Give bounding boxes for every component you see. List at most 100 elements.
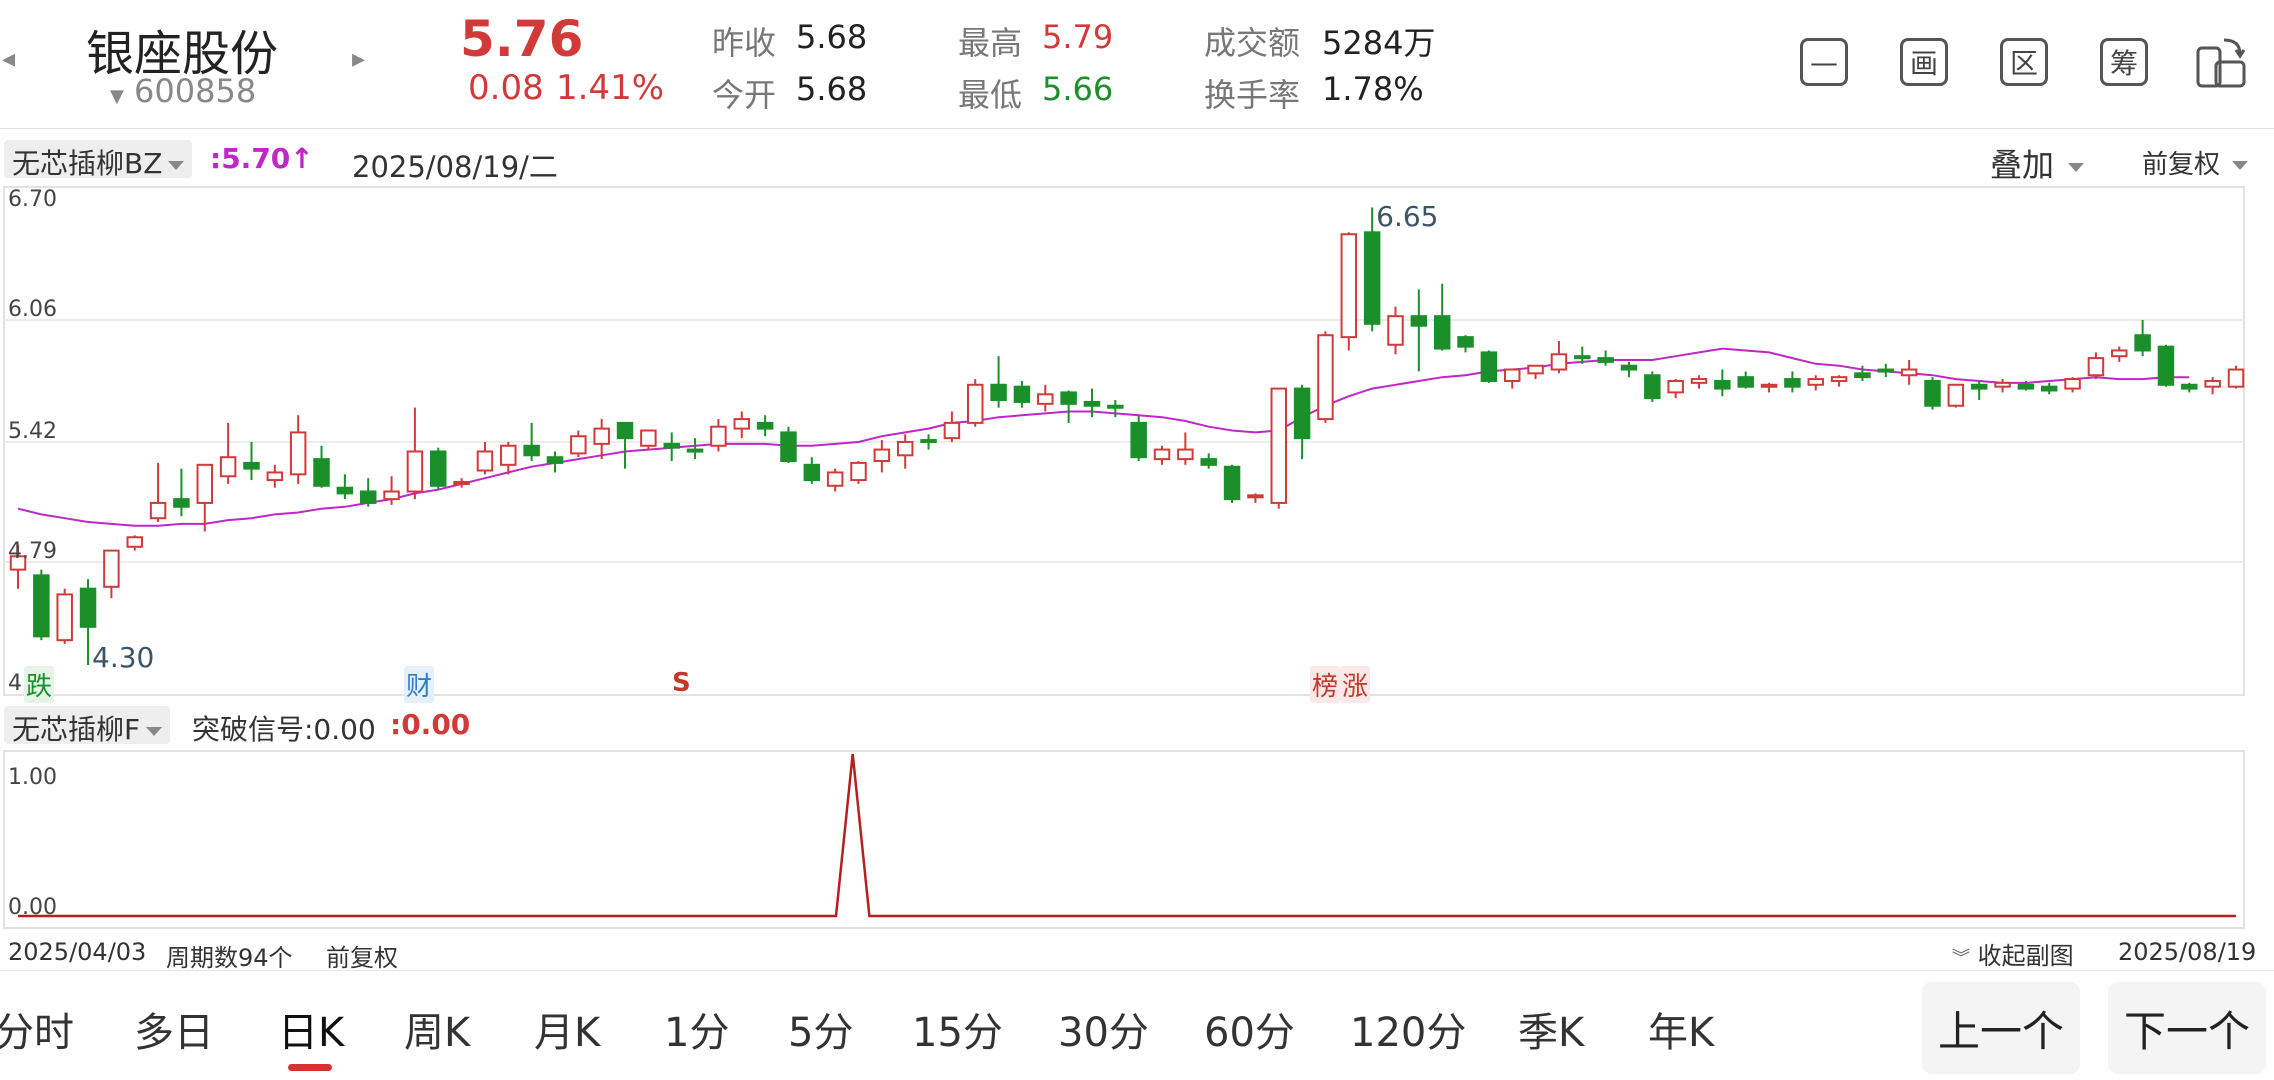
- candle: [686, 438, 704, 460]
- y-tick-label: 6.70: [8, 187, 57, 212]
- rotate-screen-button[interactable]: [2192, 34, 2250, 92]
- candle: [1317, 331, 1334, 423]
- sub-indicator-dropdown-icon: [146, 726, 163, 736]
- candle: [2227, 365, 2245, 389]
- candle: [943, 411, 961, 442]
- candle: [663, 432, 680, 462]
- candle: [1714, 369, 1731, 397]
- main-indicator-value: :5.70↑: [210, 142, 314, 175]
- turnover-rate-value: 1.78%: [1322, 70, 1424, 108]
- candle-body: [149, 501, 167, 520]
- candle: [336, 474, 354, 500]
- candle-body: [2134, 334, 2151, 352]
- minus-button[interactable]: —: [1800, 38, 1848, 86]
- candle: [1060, 390, 1077, 423]
- collapse-subchart-button[interactable]: ︾ 收起副图: [1952, 936, 2074, 971]
- marker-rise[interactable]: 涨: [1340, 666, 1371, 703]
- candle: [2134, 319, 2151, 357]
- candle: [149, 462, 167, 522]
- tab-intraday[interactable]: 分时: [0, 1010, 74, 1056]
- tab-daily-k[interactable]: 日K: [278, 1010, 345, 1056]
- candle: [1620, 361, 1638, 378]
- marker-fall[interactable]: 跌: [24, 666, 55, 703]
- draw-icon: 画: [1909, 47, 1938, 80]
- tab-30min[interactable]: 30分: [1058, 1010, 1149, 1056]
- marker-rank[interactable]: 榜: [1310, 666, 1341, 703]
- prev-stock-button[interactable]: 上一个: [1922, 982, 2080, 1074]
- candle-body: [430, 450, 447, 487]
- candle-body: [313, 458, 330, 487]
- candle-body: [1807, 378, 1824, 386]
- candle: [616, 421, 634, 469]
- chip-button[interactable]: 筹: [2100, 38, 2148, 86]
- candle: [1387, 306, 1404, 355]
- tab-1min[interactable]: 1分: [664, 1010, 730, 1056]
- zone-button[interactable]: 区: [2000, 38, 2048, 86]
- candle-body: [1293, 387, 1311, 440]
- tab-monthly-k[interactable]: 月K: [534, 1010, 601, 1056]
- tab-120min[interactable]: 120分: [1350, 1010, 1467, 1056]
- collapse-chevron-icon: ︾: [1952, 948, 1970, 969]
- candle-body: [1877, 368, 1895, 373]
- candle: [289, 415, 307, 484]
- candle-body: [2064, 378, 2081, 390]
- candle-body: [826, 471, 844, 487]
- candle: [896, 434, 914, 469]
- candle: [523, 422, 540, 462]
- candle-body: [2181, 383, 2198, 390]
- draw-button[interactable]: 画: [1900, 38, 1948, 86]
- candle: [1667, 379, 1684, 399]
- candle: [1177, 432, 1194, 465]
- candle-body: [266, 471, 284, 482]
- candle: [9, 544, 27, 589]
- stock-code-row[interactable]: ▼ 600858: [110, 72, 256, 110]
- tab-yearly-k[interactable]: 年K: [1648, 1010, 1715, 1056]
- footer-adjust: 前复权: [326, 944, 398, 972]
- adjust-dropdown-icon: [2232, 161, 2249, 170]
- candle: [1527, 364, 1544, 380]
- candlestick-chart[interactable]: 6.70 6.06 5.42 4.79 4.: [0, 184, 2274, 700]
- candle: [1200, 453, 1217, 469]
- next-stock-arrow-icon[interactable]: ▸: [352, 44, 366, 74]
- prev-stock-arrow-icon[interactable]: ◂: [2, 44, 16, 74]
- candle: [1363, 207, 1381, 332]
- candle: [1760, 382, 1778, 393]
- marker-finance[interactable]: 财: [404, 666, 435, 703]
- stock-code: 600858: [134, 72, 257, 110]
- candle-body: [243, 461, 260, 470]
- candle-body: [943, 421, 961, 440]
- candle-body: [1620, 364, 1638, 371]
- candle-body: [1574, 355, 1591, 360]
- tab-quarterly-k[interactable]: 季K: [1518, 1010, 1585, 1056]
- candle: [593, 419, 610, 460]
- y-tick-label: 5.42: [8, 419, 57, 444]
- candle-body: [1737, 376, 1754, 388]
- candle-body: [56, 593, 73, 642]
- next-stock-button[interactable]: 下一个: [2108, 982, 2266, 1074]
- tab-60min[interactable]: 60分: [1204, 1010, 1295, 1056]
- candle: [1433, 283, 1451, 351]
- candle-body: [33, 574, 50, 638]
- sub-indicator-dropdown[interactable]: 无芯插柳F: [4, 706, 171, 746]
- main-indicator-dropdown[interactable]: 无芯插柳BZ: [4, 140, 193, 180]
- tab-5min[interactable]: 5分: [788, 1010, 854, 1056]
- main-chart-date: 2025/08/19/二: [352, 150, 558, 184]
- candle: [1737, 371, 1754, 389]
- overlay-dropdown[interactable]: 叠加: [1990, 140, 2085, 186]
- candle: [266, 464, 284, 488]
- tab-weekly-k[interactable]: 周K: [404, 1010, 471, 1056]
- low-value: 5.66: [1042, 70, 1114, 108]
- candle: [1480, 350, 1498, 383]
- sub-plot-frame: [3, 750, 2245, 929]
- stock-name: 银座股份: [86, 26, 279, 82]
- signal-chart[interactable]: 1.000.00: [0, 748, 2274, 932]
- candle-body: [1410, 315, 1428, 327]
- tab-multi-day[interactable]: 多日: [134, 1010, 214, 1056]
- candle: [103, 549, 120, 599]
- candle-body: [196, 463, 214, 504]
- marker-sell[interactable]: S: [672, 668, 691, 698]
- tab-15min[interactable]: 15分: [912, 1010, 1003, 1056]
- candle: [756, 415, 774, 437]
- candle: [1270, 387, 1287, 509]
- adjust-dropdown[interactable]: 前复权: [2142, 144, 2249, 181]
